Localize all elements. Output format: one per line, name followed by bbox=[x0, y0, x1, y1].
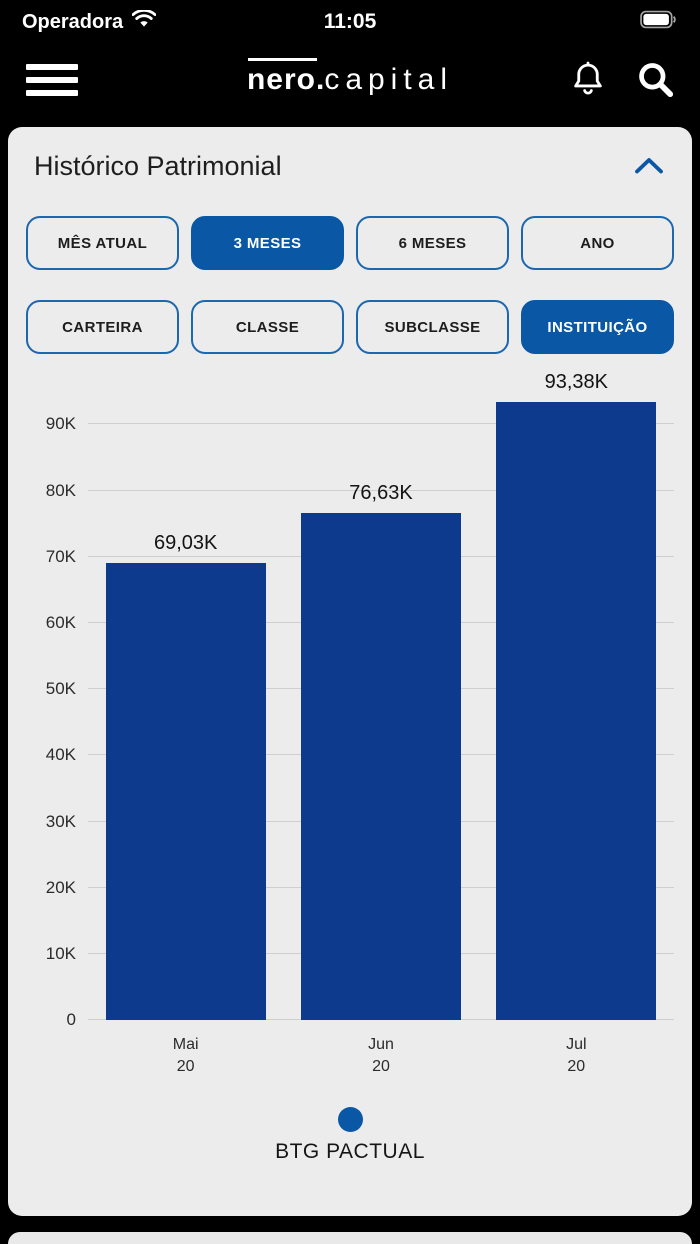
bar-mai[interactable]: 69,03K bbox=[105, 532, 266, 1020]
y-axis-tick: 60K bbox=[45, 612, 76, 632]
gridline bbox=[88, 423, 674, 425]
bar-value-label: 69,03K bbox=[153, 532, 218, 555]
filter-6-meses[interactable]: 6 MESES bbox=[356, 216, 509, 270]
bars-row: 69,03K 76,63K 93,38K bbox=[88, 371, 674, 1020]
filter-instituicao[interactable]: INSTITUIÇÃO bbox=[521, 300, 674, 354]
battery-icon bbox=[640, 10, 678, 34]
bar-value-label: 93,38K bbox=[544, 371, 609, 394]
x-axis-label: Mai 20 bbox=[172, 1036, 199, 1075]
bar-value-label: 76,63K bbox=[349, 481, 413, 504]
card-title: Histórico Patrimonial bbox=[34, 151, 282, 181]
bar-jun[interactable]: 76,63K bbox=[300, 482, 461, 1020]
y-axis-tick: 50K bbox=[45, 679, 76, 699]
y-axis-tick: 0 bbox=[66, 1010, 76, 1029]
bell-icon bbox=[572, 61, 604, 100]
app-header: nero.capital bbox=[0, 40, 700, 120]
bar-jul[interactable]: 93,38K bbox=[496, 371, 657, 1020]
y-axis-tick: 80K bbox=[45, 480, 76, 500]
search-icon bbox=[636, 60, 674, 101]
filter-classe[interactable]: CLASSE bbox=[191, 300, 344, 354]
filter-subclasse[interactable]: SUBCLASSE bbox=[356, 300, 509, 354]
status-bar: Operadora 11:05 bbox=[0, 0, 700, 40]
y-axis-tick: 70K bbox=[45, 546, 76, 566]
legend-dot bbox=[337, 1107, 363, 1133]
logo-secondary: capital bbox=[324, 63, 454, 96]
x-axis-label: Jun 20 bbox=[368, 1036, 394, 1075]
hamburger-menu-button[interactable] bbox=[26, 64, 78, 96]
filter-3-meses[interactable]: 3 MESES bbox=[191, 216, 344, 270]
y-axis-tick: 20K bbox=[45, 877, 76, 897]
carrier-label: Operadora bbox=[22, 10, 124, 33]
next-card-peek[interactable] bbox=[8, 1232, 692, 1244]
notifications-button[interactable] bbox=[572, 61, 604, 100]
legend-item-btg-pactual[interactable]: BTG PACTUAL bbox=[24, 1107, 676, 1164]
y-axis-tick: 30K bbox=[45, 811, 76, 831]
legend-label: BTG PACTUAL bbox=[275, 1140, 425, 1164]
filter-mes-atual[interactable]: MÊS ATUAL bbox=[26, 216, 179, 270]
chart-x-labels: Mai 20 Jun 20 Jul 20 bbox=[88, 1034, 674, 1077]
y-axis-tick: 40K bbox=[45, 745, 76, 765]
gridline bbox=[88, 489, 674, 491]
collapse-card-button[interactable] bbox=[630, 152, 668, 182]
chart-plot: 0 10K 20K 30K 40K 50K 60K 70K 80K 90K 69,03K 76,63K… bbox=[46, 371, 674, 1029]
search-button[interactable] bbox=[636, 60, 674, 101]
filter-ano[interactable]: ANO bbox=[521, 216, 674, 270]
y-axis-tick: 10K bbox=[45, 943, 76, 963]
x-axis-label: Jul 20 bbox=[566, 1036, 587, 1075]
period-filter-row: MÊS ATUAL 3 MESES 6 MESES ANO bbox=[24, 216, 676, 270]
historico-patrimonial-card: Histórico Patrimonial MÊS ATUAL 3 MESES … bbox=[8, 127, 692, 1216]
logo-primary: nero bbox=[246, 63, 316, 96]
chevron-up-icon bbox=[634, 156, 664, 178]
filter-carteira[interactable]: CARTEIRA bbox=[26, 300, 179, 354]
grouping-filter-row: CARTEIRA CLASSE SUBCLASSE INSTITUIÇÃO bbox=[24, 300, 676, 354]
logo-separator: . bbox=[315, 63, 325, 96]
clock-label: 11:05 bbox=[323, 10, 377, 33]
y-axis-tick: 90K bbox=[45, 414, 76, 434]
wifi-icon bbox=[131, 8, 157, 34]
bar-chart: 0 10K 20K 30K 40K 50K 60K 70K 80K 90K 69,03K 76,63K… bbox=[46, 371, 676, 1077]
